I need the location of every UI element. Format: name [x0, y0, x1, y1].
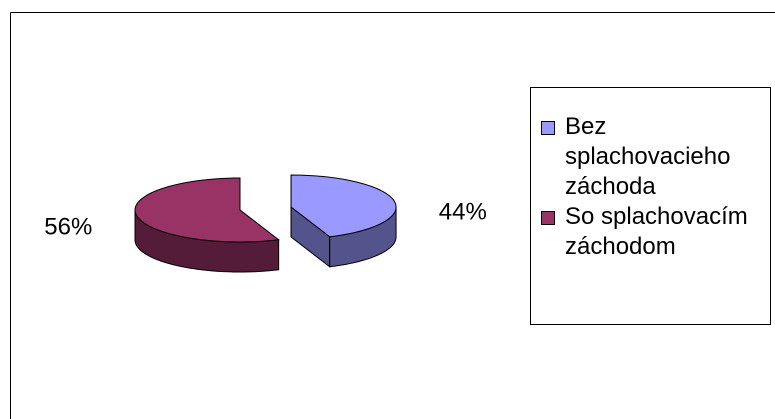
legend-swatch: [541, 211, 555, 225]
data-label: 44%: [439, 198, 487, 225]
slice: [290, 174, 397, 268]
legend-swatch: [541, 121, 555, 135]
slice: [134, 177, 280, 273]
slice-top: [134, 177, 280, 243]
legend-label: So splachovacím záchodom: [565, 203, 748, 260]
legend-item: Bez splachovacieho záchoda: [541, 112, 770, 202]
legend-label: Bez splachovacieho záchoda: [565, 113, 731, 200]
data-label: 56%: [44, 213, 92, 240]
legend-item: So splachovacím záchodom: [541, 202, 770, 262]
pie: [134, 174, 397, 273]
legend: Bez splachovacieho záchoda So splachovací…: [530, 87, 771, 325]
slice-top: [290, 174, 397, 238]
